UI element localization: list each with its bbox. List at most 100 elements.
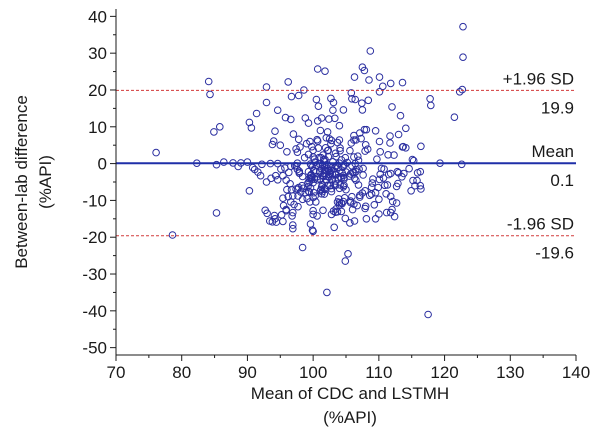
data-point [294, 135, 303, 144]
y-tick-label: 10 [88, 118, 107, 137]
data-point [313, 212, 321, 220]
data-point [316, 126, 325, 135]
data-point [383, 181, 392, 189]
data-point [361, 187, 369, 195]
data-point [381, 181, 389, 190]
x-tick-label: 140 [562, 363, 590, 382]
data-point [243, 158, 252, 166]
data-point [268, 140, 277, 149]
data-point [375, 195, 383, 204]
data-point [352, 165, 360, 174]
data-point [347, 89, 356, 97]
data-point [306, 137, 314, 146]
y-tick-label: 40 [88, 7, 107, 26]
data-point [312, 198, 320, 206]
data-point [314, 102, 323, 110]
data-point [289, 130, 298, 138]
data-point [416, 167, 425, 176]
data-point [402, 144, 410, 152]
ref-line-name-label: -1.96 SD [507, 215, 574, 234]
data-point [417, 142, 425, 151]
data-point [375, 175, 384, 184]
data-point [262, 83, 271, 91]
data-point [282, 205, 291, 214]
data-point [361, 141, 370, 149]
data-point [417, 185, 425, 193]
data-point [335, 136, 344, 144]
y-tick-label: 30 [88, 44, 107, 63]
data-point [370, 201, 379, 209]
data-point [313, 176, 321, 184]
data-point [386, 139, 394, 147]
data-point [407, 187, 415, 195]
data-point [458, 85, 467, 94]
data-point [273, 106, 282, 114]
data-point [333, 208, 342, 216]
data-point [388, 205, 396, 214]
data-point [204, 77, 213, 86]
data-point [276, 141, 285, 149]
data-point [290, 200, 298, 209]
ref-line-name-label: +1.96 SD [503, 69, 574, 88]
data-point [336, 144, 344, 152]
data-point [263, 209, 271, 218]
ref-line-value-label: -19.6 [535, 244, 574, 263]
data-point [351, 95, 360, 104]
data-point [344, 250, 352, 258]
data-point [287, 115, 295, 124]
data-point [350, 73, 359, 81]
data-point [324, 152, 333, 161]
data-point [348, 205, 357, 214]
y-axis-unit: (%API) [36, 155, 55, 209]
data-point [262, 178, 271, 186]
data-point [277, 165, 285, 173]
data-point [356, 193, 364, 201]
data-point [330, 223, 339, 232]
y-axis-title: Between-lab difference [12, 95, 31, 269]
data-point [306, 220, 315, 228]
data-point [362, 125, 371, 134]
data-point [361, 202, 370, 211]
data-point [366, 47, 375, 55]
y-tick-label: -30 [82, 265, 107, 284]
data-points [152, 22, 467, 319]
data-point [220, 158, 228, 166]
data-point [350, 136, 358, 144]
data-point [379, 174, 388, 182]
data-point [289, 192, 297, 200]
data-point [332, 152, 340, 161]
data-point [256, 171, 265, 180]
data-point [394, 179, 402, 188]
data-point [371, 215, 380, 223]
data-point [374, 183, 383, 192]
data-point [359, 164, 367, 173]
data-point [289, 224, 297, 233]
data-point [457, 160, 466, 169]
data-point [212, 209, 221, 217]
x-tick-label: 80 [172, 363, 191, 382]
data-point [375, 137, 384, 146]
data-point [206, 90, 214, 99]
data-point [289, 221, 297, 229]
data-point [323, 288, 331, 297]
data-point [283, 148, 291, 156]
data-point [245, 187, 254, 195]
data-point [216, 123, 224, 131]
data-point [364, 96, 373, 105]
x-tick-label: 110 [365, 363, 392, 382]
data-point [424, 310, 432, 319]
data-point [386, 79, 395, 88]
data-point [329, 106, 337, 114]
data-point [336, 173, 344, 181]
data-point [386, 132, 394, 140]
data-point [342, 185, 350, 194]
data-point [358, 106, 367, 114]
data-point [355, 165, 363, 173]
data-point [363, 145, 372, 153]
data-point [247, 124, 256, 132]
data-point [327, 187, 336, 196]
x-axis-unit: (%API) [323, 408, 377, 427]
axis-labels: Mean of CDC and LSTMH (%API) Between-lab d… [12, 95, 449, 427]
data-point [258, 160, 266, 169]
